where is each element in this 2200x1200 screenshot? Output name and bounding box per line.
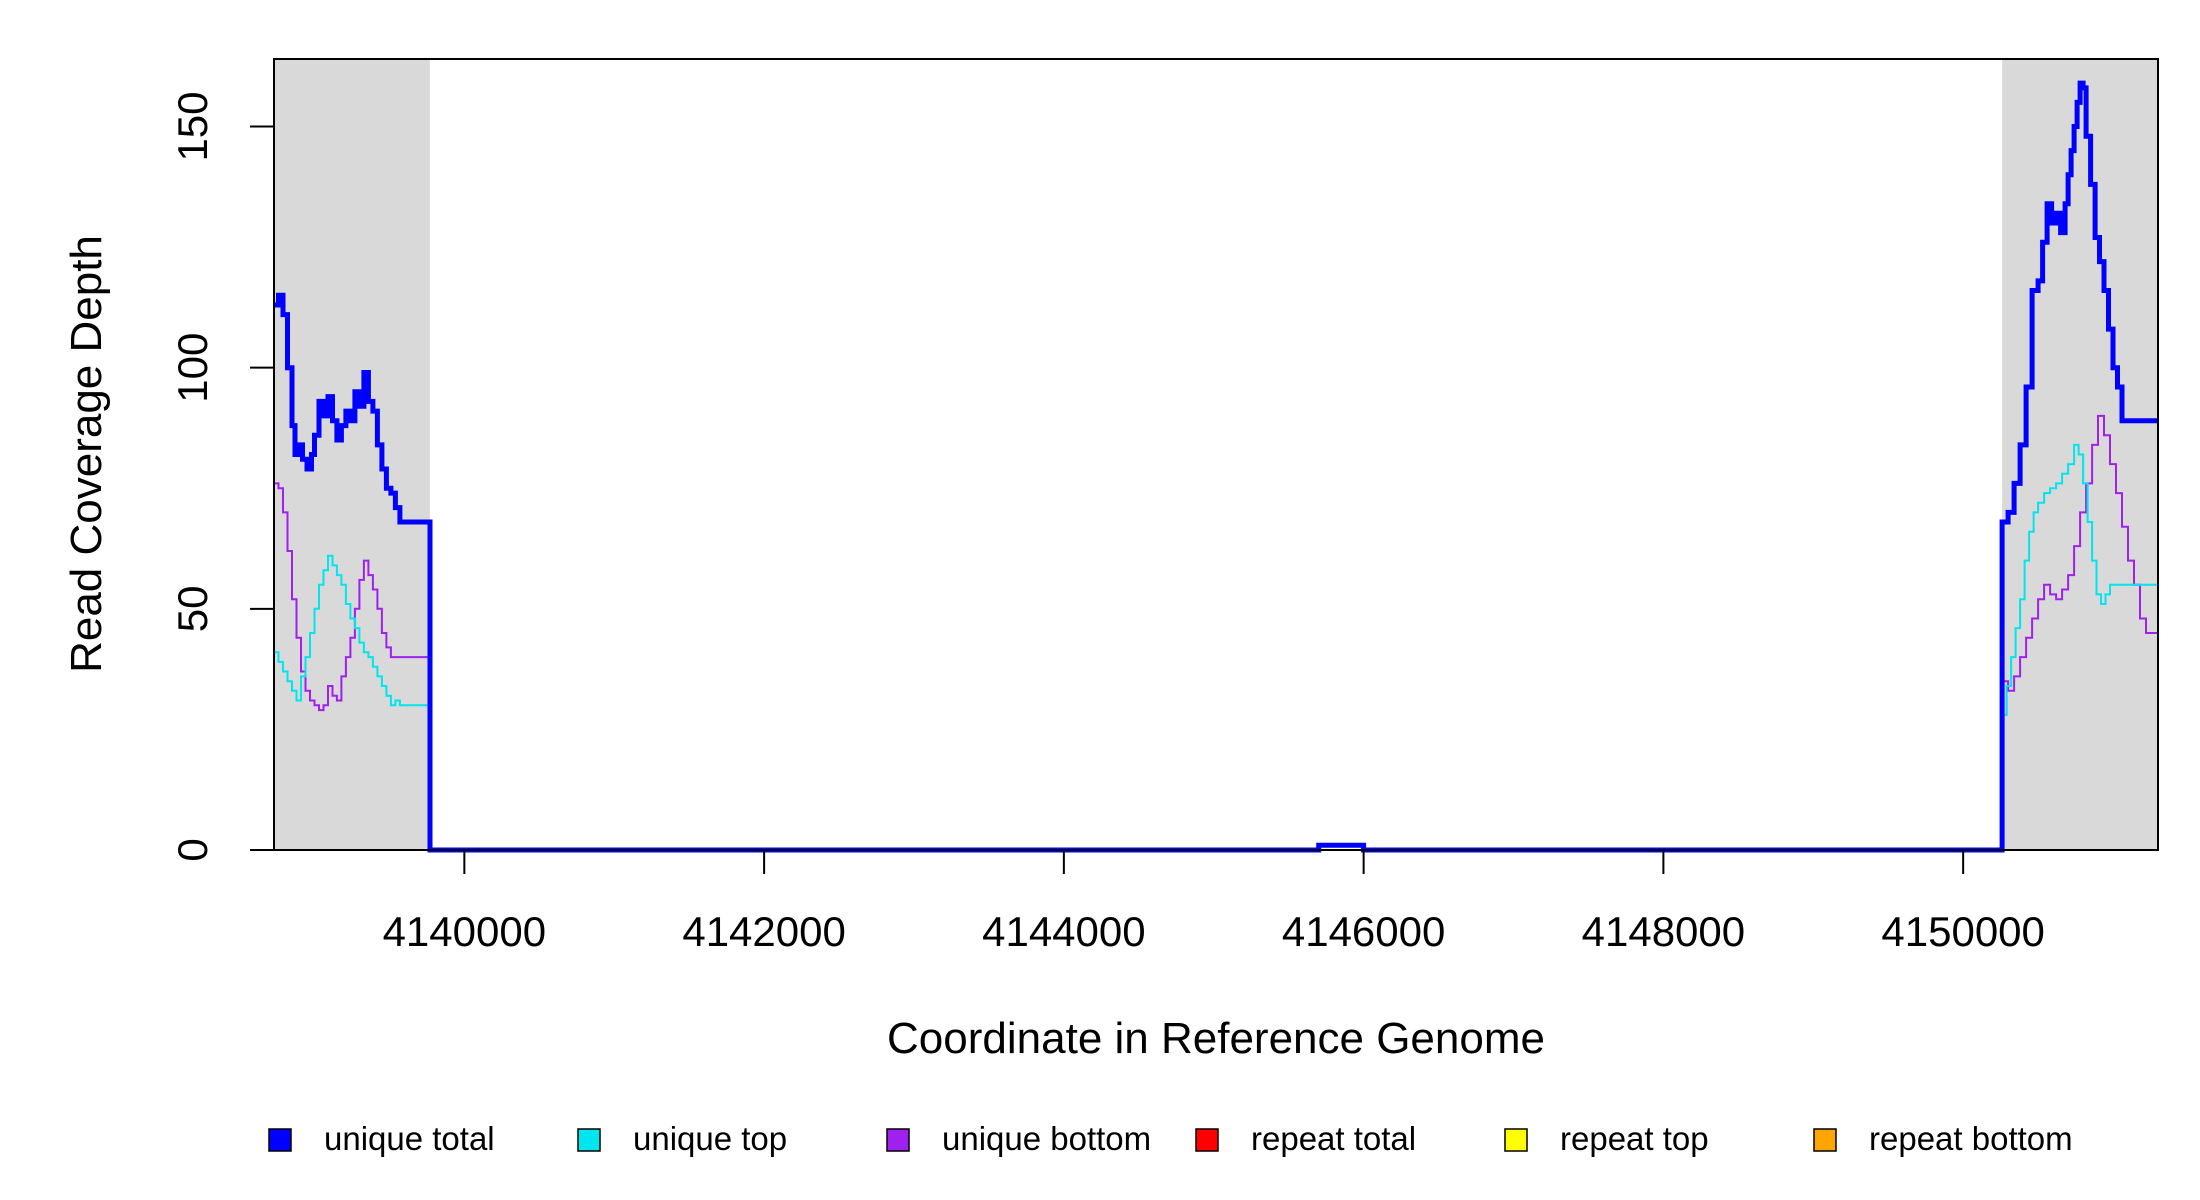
legend-swatch-repeat-top	[1504, 1128, 1528, 1152]
y-axis: 0 50 100 150	[169, 91, 275, 862]
x-tick-label: 4148000	[1582, 908, 1746, 955]
y-tick-label: 150	[169, 91, 216, 161]
x-axis-title: Coordinate in Reference Genome	[887, 1014, 1545, 1063]
legend-swatch-repeat-bottom	[1813, 1128, 1837, 1152]
x-axis: 4140000 4142000 4144000 4146000 4148000 41500…	[383, 849, 2045, 955]
legend-swatch-unique-total	[268, 1128, 292, 1152]
legend-swatch-unique-bottom	[886, 1128, 910, 1152]
legend-label-unique-top: unique top	[633, 1120, 787, 1157]
x-tick-label: 4142000	[682, 908, 846, 955]
legend: unique total unique top unique bottom repea…	[268, 1120, 2073, 1157]
legend-label-repeat-total: repeat total	[1251, 1120, 1416, 1157]
series-line-unique-top	[274, 443, 2158, 851]
y-tick-label: 100	[169, 333, 216, 403]
legend-label-unique-bottom: unique bottom	[942, 1120, 1151, 1157]
x-tick-label: 4146000	[1282, 908, 1446, 955]
y-tick-label: 50	[169, 585, 216, 632]
x-tick-label: 4144000	[982, 908, 1146, 955]
x-tick-label: 4140000	[383, 908, 547, 955]
legend-label-unique-total: unique total	[324, 1120, 495, 1157]
x-tick-label: 4150000	[1881, 908, 2045, 955]
shaded-regions	[274, 59, 2158, 850]
legend-label-repeat-top: repeat top	[1560, 1120, 1709, 1157]
y-tick-label: 0	[169, 838, 216, 861]
y-axis-title: Read Coverage Depth	[62, 235, 111, 673]
legend-label-repeat-bottom: repeat bottom	[1869, 1120, 2073, 1157]
legend-swatch-repeat-total	[1195, 1128, 1219, 1152]
legend-swatch-unique-top	[577, 1128, 601, 1152]
